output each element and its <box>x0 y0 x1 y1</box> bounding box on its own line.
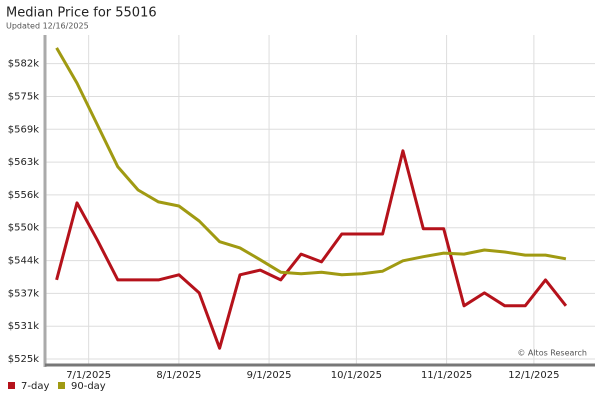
legend-label: 7-day <box>21 381 49 392</box>
x-tick-label: 7/1/2025 <box>66 370 111 381</box>
y-tick-label: $569k <box>8 124 39 135</box>
x-tick-label: 9/1/2025 <box>247 370 292 381</box>
x-tick-label: 11/1/2025 <box>421 370 472 381</box>
y-tick-label: $575k <box>8 91 39 102</box>
legend-swatch <box>58 382 65 389</box>
chart-title: Median Price for 55016 <box>6 6 157 21</box>
line-series <box>55 47 567 277</box>
line-series <box>55 149 568 350</box>
legend-label: 90-day <box>71 381 106 392</box>
y-tick-label: $525k <box>8 354 39 365</box>
y-tick-label: $537k <box>8 288 39 299</box>
watermark: © Altos Research <box>517 349 587 358</box>
y-tick-label: $563k <box>8 157 39 168</box>
y-tick-label: $544k <box>8 256 39 267</box>
y-tick-label: $550k <box>8 223 39 234</box>
y-tick-label: $556k <box>8 190 39 201</box>
legend-swatch <box>8 382 15 389</box>
y-tick-label: $531k <box>8 321 39 332</box>
x-tick-label: 8/1/2025 <box>156 370 201 381</box>
x-tick-label: 12/1/2025 <box>508 370 559 381</box>
y-tick-label: $582k <box>8 59 39 70</box>
x-tick-label: 10/1/2025 <box>331 370 382 381</box>
chart-subtitle: Updated 12/16/2025 <box>6 22 89 31</box>
